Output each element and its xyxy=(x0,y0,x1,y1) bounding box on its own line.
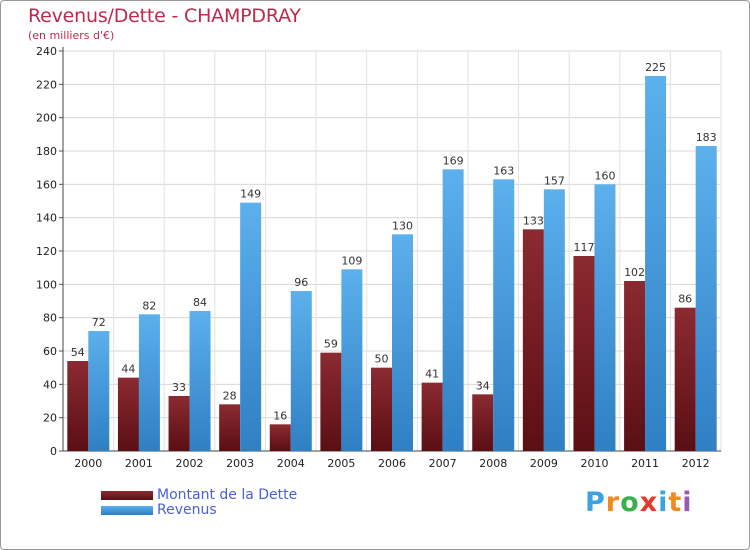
chart-title: Revenus/Dette - CHAMPDRAY xyxy=(28,5,301,27)
bar xyxy=(341,269,363,451)
y-tick-label: 20 xyxy=(43,412,57,425)
data-label: 72 xyxy=(92,316,106,329)
y-tick-label: 0 xyxy=(50,445,57,458)
legend-item-revenus: Revenus xyxy=(101,502,217,518)
data-label: 160 xyxy=(594,169,615,182)
data-label: 41 xyxy=(425,368,439,381)
data-label: 82 xyxy=(142,299,156,312)
bar xyxy=(290,291,312,451)
bar xyxy=(67,361,89,451)
y-tick-label: 140 xyxy=(36,212,57,225)
x-tick-label: 2009 xyxy=(530,457,558,470)
x-tick-label: 2006 xyxy=(378,457,406,470)
data-label: 50 xyxy=(375,353,389,366)
brand-letter: t xyxy=(668,487,683,518)
data-label: 102 xyxy=(624,266,645,279)
data-label: 33 xyxy=(172,381,186,394)
bar xyxy=(117,377,139,451)
y-tick-label: 160 xyxy=(36,178,57,191)
x-tick-label: 2002 xyxy=(176,457,204,470)
bar xyxy=(695,146,717,451)
x-tick-label: 2008 xyxy=(479,457,507,470)
legend-swatch-dette xyxy=(101,490,153,500)
x-tick-label: 2004 xyxy=(277,457,305,470)
data-label: 44 xyxy=(121,363,135,376)
y-tick-label: 80 xyxy=(43,312,57,325)
bar xyxy=(168,396,190,451)
data-label: 59 xyxy=(324,338,338,351)
data-label: 28 xyxy=(223,389,237,402)
y-tick-label: 200 xyxy=(36,112,57,125)
data-label: 130 xyxy=(392,219,413,232)
bar xyxy=(320,352,342,451)
y-tick-label: 40 xyxy=(43,378,57,391)
data-label: 157 xyxy=(544,174,565,187)
y-tick-label: 100 xyxy=(36,278,57,291)
x-tick-label: 2003 xyxy=(226,457,254,470)
brand-logo: Proxiti xyxy=(585,487,693,518)
data-label: 225 xyxy=(645,61,666,74)
data-label: 163 xyxy=(493,164,514,177)
x-tick-label: 2007 xyxy=(429,457,457,470)
data-label: 133 xyxy=(523,214,544,227)
legend-label-revenus: Revenus xyxy=(157,502,217,518)
data-label: 86 xyxy=(678,293,692,306)
brand-letter: P xyxy=(585,487,606,518)
bar xyxy=(442,169,464,452)
x-tick-label: 2001 xyxy=(125,457,153,470)
bar xyxy=(421,382,443,451)
bar xyxy=(138,314,160,451)
y-tick-label: 120 xyxy=(36,245,57,258)
bar xyxy=(472,394,494,451)
legend-label-dette: Montant de la Dette xyxy=(157,487,298,503)
labels-layer: 2000547220014482200233842003281492004169… xyxy=(71,61,717,470)
bar xyxy=(493,179,515,452)
bar xyxy=(371,367,392,451)
chart-subtitle: (en milliers d'€) xyxy=(28,29,115,42)
x-tick-label: 2005 xyxy=(327,457,355,470)
bar xyxy=(240,202,262,451)
brand-letter: x xyxy=(639,487,659,518)
bar xyxy=(269,424,291,451)
y-tick-label: 180 xyxy=(36,145,57,158)
data-label: 169 xyxy=(443,154,464,167)
x-tick-label: 2011 xyxy=(631,457,659,470)
data-label: 109 xyxy=(341,254,362,267)
brand-letter: i xyxy=(658,487,669,518)
bar xyxy=(189,311,211,451)
bar xyxy=(573,256,595,451)
data-label: 54 xyxy=(71,346,85,359)
data-label: 117 xyxy=(573,241,594,254)
data-label: 16 xyxy=(273,409,287,422)
bars-layer xyxy=(67,76,717,452)
data-label: 149 xyxy=(240,188,261,201)
x-tick-label: 2012 xyxy=(682,457,710,470)
bar xyxy=(674,307,696,451)
bar xyxy=(594,184,616,452)
data-label: 34 xyxy=(476,379,490,392)
brand-letter: o xyxy=(620,487,640,518)
y-tick-label: 60 xyxy=(43,345,57,358)
data-label: 96 xyxy=(294,276,308,289)
legend-swatch-revenus xyxy=(101,505,153,515)
x-tick-label: 2010 xyxy=(580,457,608,470)
bar xyxy=(645,76,667,451)
bar xyxy=(624,281,646,451)
bar xyxy=(522,229,544,451)
y-tick-label: 240 xyxy=(36,45,57,58)
bar xyxy=(88,331,110,451)
legend-item-dette: Montant de la Dette xyxy=(101,487,297,503)
bar xyxy=(543,189,565,452)
x-tick-label: 2000 xyxy=(74,457,102,470)
bar xyxy=(392,234,413,451)
y-tick-label: 220 xyxy=(36,78,57,91)
data-label: 183 xyxy=(696,131,717,144)
data-label: 84 xyxy=(193,296,207,309)
bar xyxy=(219,404,241,451)
brand-letter: i xyxy=(682,487,693,518)
brand-letter: r xyxy=(605,487,621,518)
